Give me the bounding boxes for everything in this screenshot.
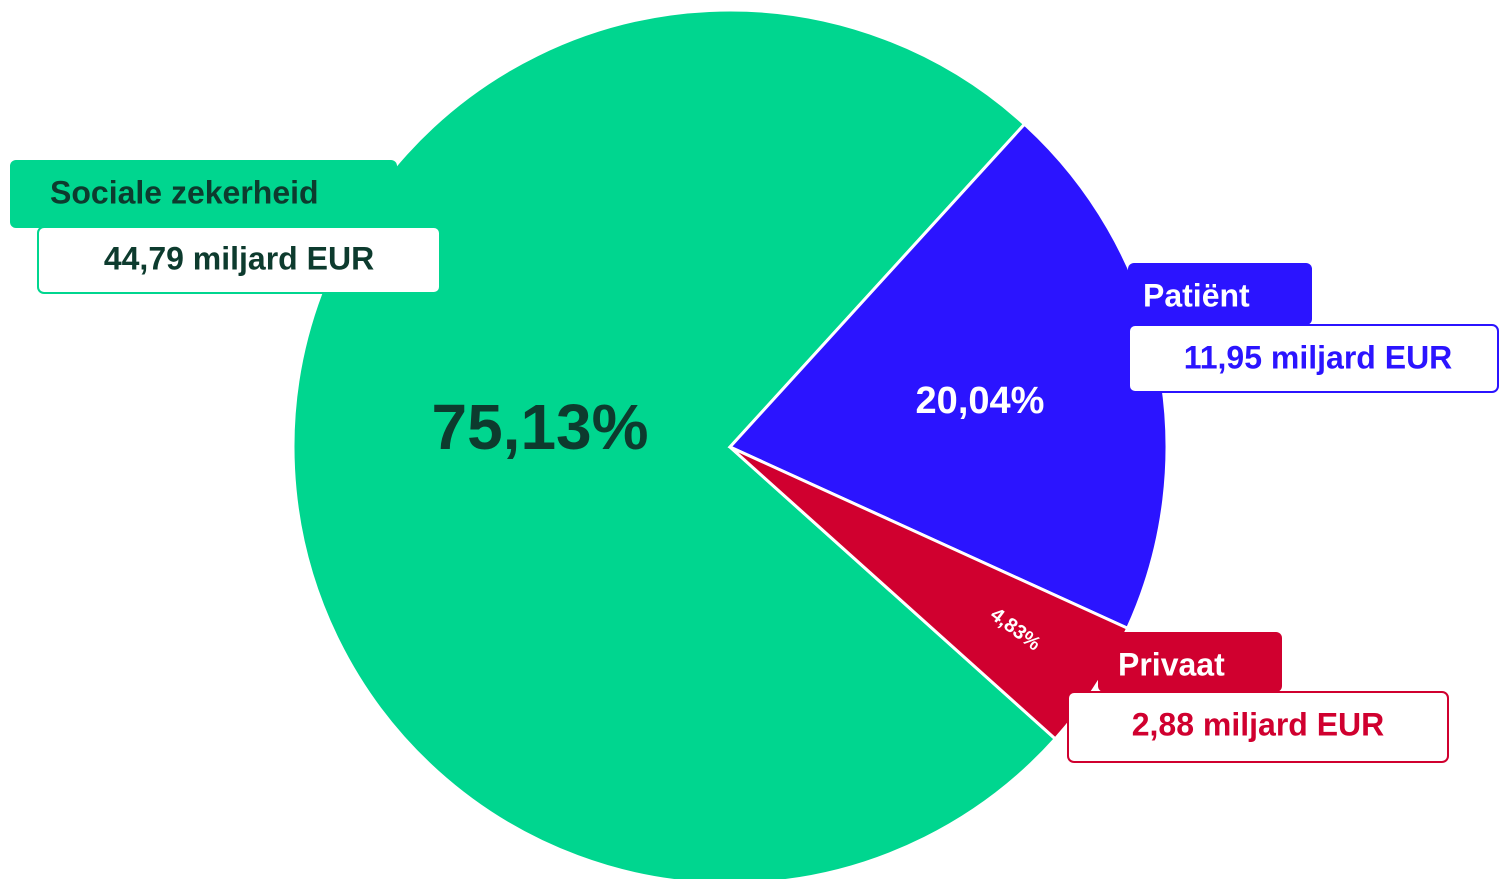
amount-box	[1067, 691, 1449, 763]
pie-slice	[291, 8, 1058, 879]
percent-label: 20,04%	[916, 380, 1045, 422]
amount-box	[37, 226, 441, 294]
category-box	[1128, 263, 1312, 325]
category-box	[1098, 632, 1282, 692]
category-label: Privaat	[1118, 646, 1225, 682]
category-label: Patiënt	[1143, 277, 1250, 313]
percent-label: 75,13%	[431, 391, 648, 463]
category-label: Sociale zekerheid	[50, 174, 319, 210]
amount-label: 44,79 miljard EUR	[104, 240, 374, 276]
amount-label: 2,88 miljard EUR	[1132, 706, 1385, 742]
amount-label: 11,95 miljard EUR	[1184, 339, 1453, 375]
amount-box	[1128, 324, 1499, 393]
pie-slice	[728, 445, 1130, 741]
category-box	[10, 160, 397, 228]
